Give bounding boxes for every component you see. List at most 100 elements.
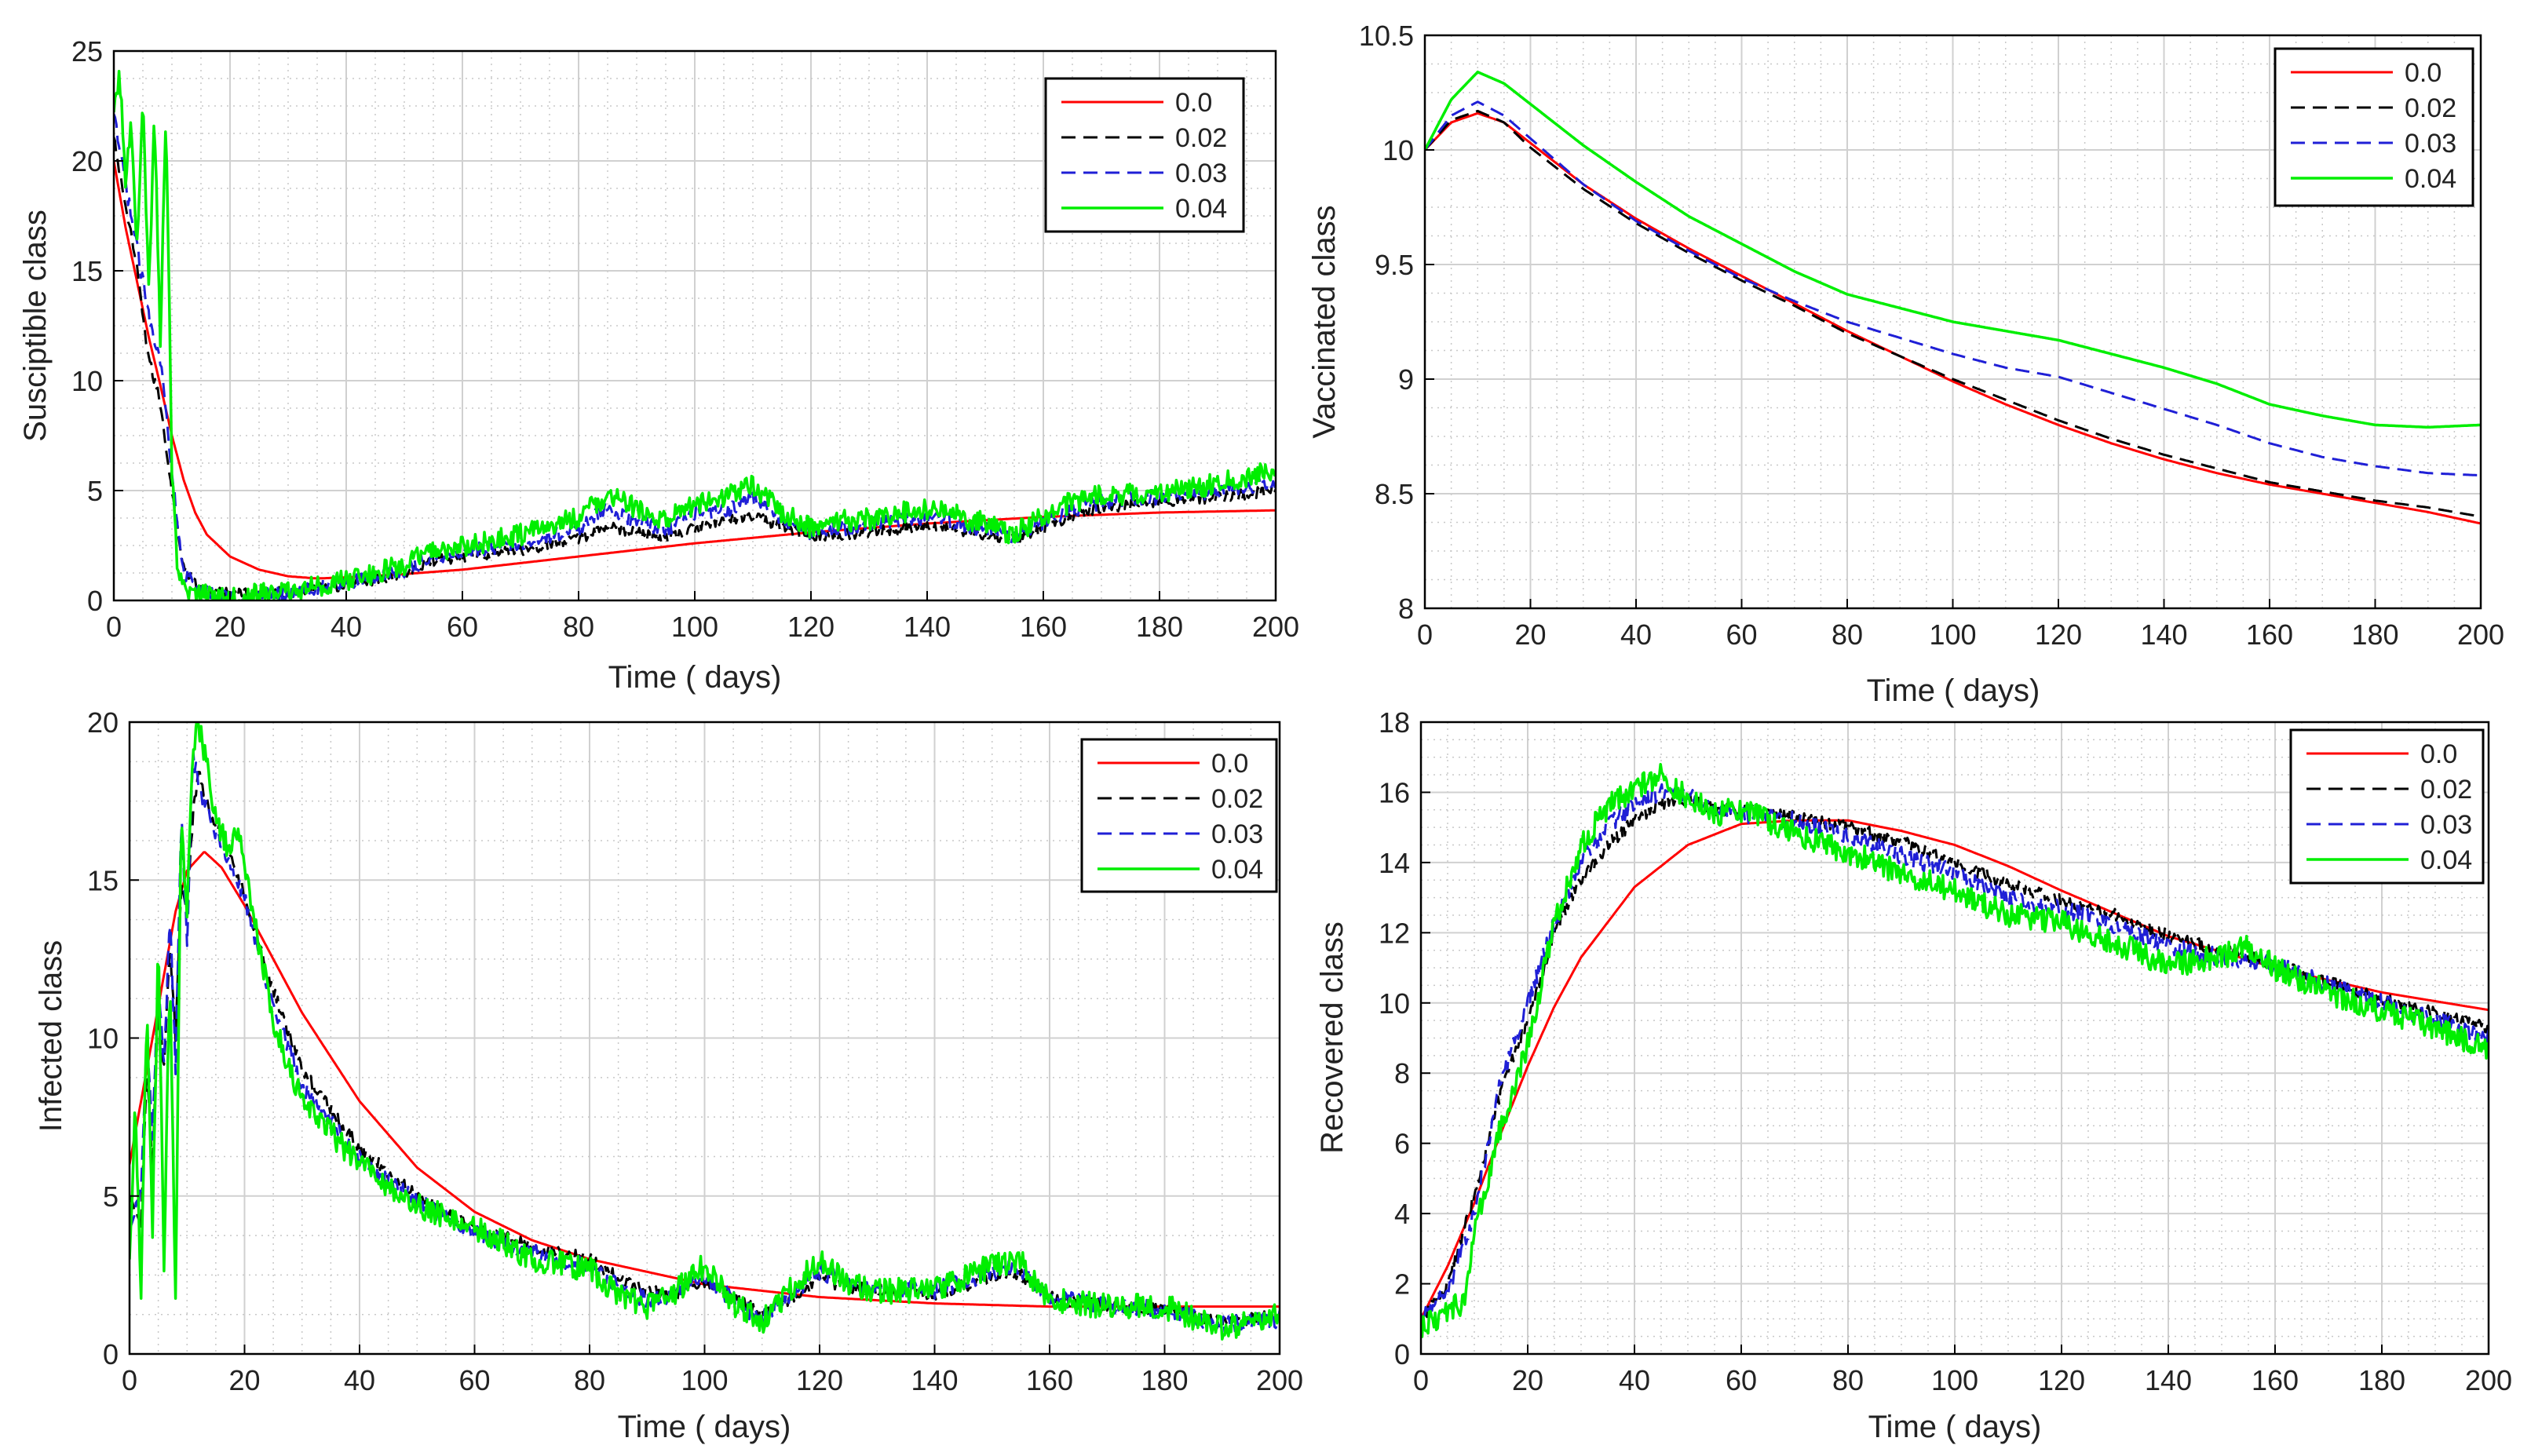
- infected-xtick-label: 60: [458, 1364, 490, 1396]
- recovered-xtick-label: 100: [1931, 1364, 1978, 1396]
- recovered-ytick-label: 10: [1379, 987, 1410, 1020]
- susceptible-ytick-label: 20: [71, 145, 103, 177]
- recovered-xticks: 0 20 40 60 80 100 120 140 160 180 200: [1413, 1345, 2512, 1396]
- vaccinated-ytick-label: 10.5: [1359, 20, 1414, 52]
- susceptible-xlabel: Time ( days): [608, 660, 782, 695]
- recovered-series-0_04: [1421, 762, 2489, 1338]
- recovered-xtick-label: 200: [2465, 1364, 2512, 1396]
- vaccinated-legend-label: 0.04: [2405, 164, 2456, 194]
- vaccinated-series-0_02: [1425, 109, 2481, 518]
- recovered-ytick-label: 0: [1394, 1338, 1410, 1370]
- infected-xtick-label: 140: [911, 1364, 958, 1396]
- susceptible-xtick-label: 20: [214, 611, 246, 643]
- vaccinated-xtick-label: 140: [2140, 619, 2187, 651]
- recovered-legend: 0.0 0.02 0.03 0.04: [2289, 728, 2485, 885]
- recovered-xtick-label: 160: [2252, 1364, 2299, 1396]
- infected-ytick-label: 20: [87, 706, 119, 739]
- vaccinated-xtick-label: 120: [2035, 619, 2082, 651]
- chart-recovered: 0 20 40 60 80 100 120 140 160 180 200 0 2 4 6 8 10 12 14 1…: [1315, 706, 2512, 1444]
- infected-legend: 0.0 0.02 0.03 0.04: [1080, 738, 1278, 893]
- infected-ytick-label: 0: [103, 1338, 119, 1370]
- susceptible-series-0_03: [114, 113, 1276, 600]
- susceptible-xtick-label: 140: [904, 611, 951, 643]
- susceptible-ytick-label: 5: [87, 475, 103, 507]
- susceptible-legend-label: 0.02: [1175, 123, 1227, 153]
- susceptible-xtick-label: 180: [1136, 611, 1183, 643]
- vaccinated-xlabel: Time ( days): [1867, 673, 2040, 708]
- susceptible-xtick-label: 0: [106, 611, 122, 643]
- infected-ytick-label: 15: [87, 864, 119, 896]
- infected-series-0_04: [130, 722, 1280, 1341]
- vaccinated-legend-label: 0.03: [2405, 129, 2456, 159]
- infected-yticks: 0 5 10 15 20: [87, 706, 139, 1370]
- susceptible-xtick-label: 60: [447, 611, 478, 643]
- recovered-ytick-label: 18: [1379, 706, 1410, 739]
- susceptible-legend: 0.0 0.02 0.03 0.04: [1044, 77, 1245, 233]
- recovered-ytick-label: 14: [1379, 847, 1410, 879]
- recovered-legend-box: [2289, 728, 2485, 885]
- susceptible-series: [114, 69, 1276, 600]
- infected-legend-label: 0.03: [1211, 819, 1263, 849]
- vaccinated-xtick-label: 200: [2457, 619, 2504, 651]
- recovered-ylabel: Recovered class: [1315, 921, 1350, 1154]
- susceptible-ytick-label: 15: [71, 255, 103, 287]
- susceptible-legend-label: 0.0: [1175, 88, 1212, 118]
- vaccinated-grid: [1424, 35, 2482, 609]
- vaccinated-xtick-label: 40: [1620, 619, 1652, 651]
- recovered-ytick-label: 8: [1394, 1057, 1410, 1089]
- vaccinated-xtick-label: 100: [1929, 619, 1976, 651]
- recovered-ytick-label: 2: [1394, 1268, 1410, 1301]
- vaccinated-ytick-label: 10: [1382, 134, 1414, 166]
- chart-infected: 0 20 40 60 80 100 120 140 160 180 200 0 5 10 15 20 Tim…: [34, 706, 1303, 1444]
- susceptible-legend-label: 0.04: [1175, 194, 1227, 224]
- infected-ytick-label: 10: [87, 1023, 119, 1055]
- vaccinated-legend-label: 0.02: [2405, 93, 2456, 123]
- infected-series: [130, 722, 1280, 1341]
- susceptible-legend-box: [1044, 77, 1245, 233]
- vaccinated-series-0_04: [1425, 70, 2481, 429]
- vaccinated-ylabel: Vaccinated class: [1307, 205, 1342, 438]
- infected-xtick-label: 160: [1026, 1364, 1073, 1396]
- recovered-grid: [1420, 721, 2489, 1355]
- recovered-xtick-label: 0: [1413, 1364, 1429, 1396]
- vaccinated-ytick-label: 8.5: [1375, 478, 1414, 510]
- recovered-xtick-label: 40: [1619, 1364, 1650, 1396]
- susceptible-xtick-label: 40: [331, 611, 362, 643]
- recovered-ytick-label: 4: [1394, 1198, 1410, 1230]
- recovered-xlabel: Time ( days): [1868, 1410, 2042, 1444]
- susceptible-ytick-label: 25: [71, 35, 103, 68]
- susceptible-series-0_0: [114, 160, 1276, 580]
- vaccinated-xtick-label: 160: [2246, 619, 2293, 651]
- infected-xtick-label: 120: [796, 1364, 843, 1396]
- susceptible-xtick-label: 100: [671, 611, 718, 643]
- susceptible-xtick-label: 120: [787, 611, 835, 643]
- susceptible-xtick-label: 80: [563, 611, 594, 643]
- infected-ytick-label: 5: [103, 1180, 119, 1213]
- susceptible-series-0_04: [114, 69, 1276, 600]
- infected-xtick-label: 20: [228, 1364, 260, 1396]
- infected-legend-label: 0.04: [1211, 855, 1263, 885]
- recovered-xtick-label: 20: [1512, 1364, 1543, 1396]
- recovered-ytick-label: 16: [1379, 776, 1410, 808]
- vaccinated-yticks: 8 8.5 9 9.5 10 10.5: [1359, 20, 1434, 625]
- vaccinated-ytick-label: 9.5: [1375, 249, 1414, 281]
- recovered-legend-label: 0.02: [2420, 775, 2472, 805]
- recovered-xtick-label: 60: [1726, 1364, 1757, 1396]
- vaccinated-xtick-label: 80: [1832, 619, 1863, 651]
- vaccinated-xtick-label: 0: [1417, 619, 1433, 651]
- susceptible-ylabel: Susciptible class: [18, 210, 53, 442]
- vaccinated-ytick-label: 9: [1398, 363, 1414, 396]
- infected-legend-label: 0.0: [1211, 749, 1248, 779]
- susceptible-ytick-label: 0: [87, 585, 103, 617]
- recovered-xtick-label: 80: [1832, 1364, 1864, 1396]
- vaccinated-xtick-label: 180: [2351, 619, 2398, 651]
- susceptible-series-0_02: [114, 137, 1276, 600]
- vaccinated-legend: 0.0 0.02 0.03 0.04: [2274, 47, 2474, 207]
- infected-xtick-label: 0: [122, 1364, 137, 1396]
- susceptible-xticks: 0 20 40 60 80 100 120 140 160 180 200: [106, 591, 1299, 643]
- infected-ylabel: Infected class: [34, 940, 68, 1133]
- recovered-legend-label: 0.03: [2420, 810, 2472, 840]
- infected-xticks: 0 20 40 60 80 100 120 140 160 180 200: [122, 1345, 1303, 1396]
- infected-xtick-label: 40: [344, 1364, 375, 1396]
- vaccinated-xticks: 0 20 40 60 80 100 120 140 160 180 200: [1417, 599, 2504, 651]
